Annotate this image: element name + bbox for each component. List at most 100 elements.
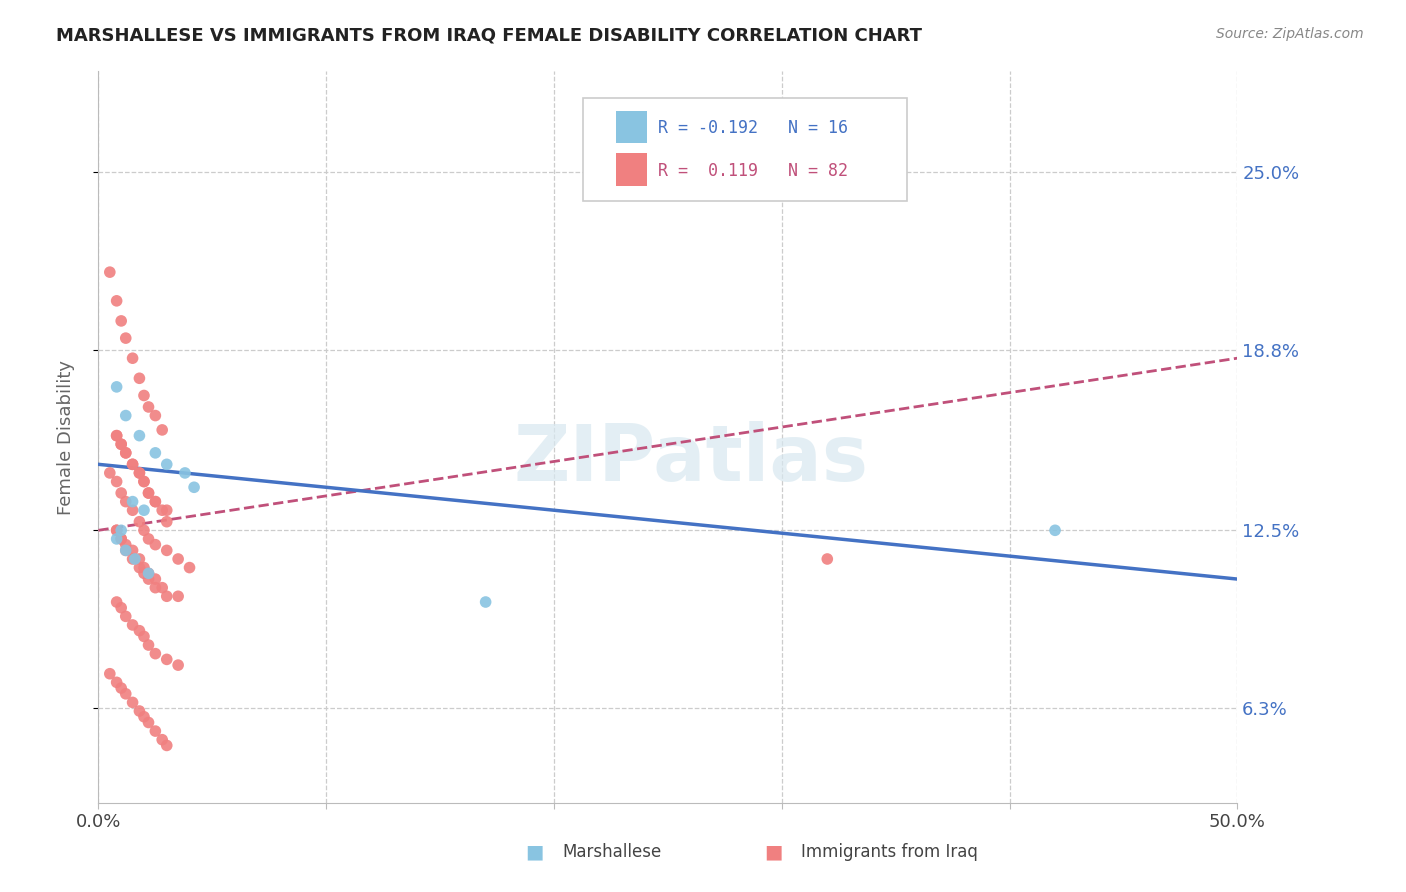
Point (138, 566, 160, 581)
Text: Immigrants from Iraq: Immigrants from Iraq (801, 843, 979, 861)
Point (145, 494, 167, 508)
Point (132, 475, 155, 489)
Point (110, 532, 132, 546)
Point (138, 486, 160, 500)
Point (110, 532, 132, 546)
Point (128, 704, 150, 718)
Point (121, 618, 143, 632)
Point (121, 695, 143, 709)
Text: ■: ■ (763, 842, 783, 862)
Point (128, 552, 150, 566)
Point (110, 437, 132, 451)
Point (156, 589, 179, 603)
Point (138, 532, 160, 546)
Point (114, 543, 136, 558)
Point (128, 466, 150, 480)
Text: R =  0.119   N = 82: R = 0.119 N = 82 (658, 162, 848, 180)
Point (167, 589, 190, 603)
Point (121, 458, 143, 472)
Point (121, 351, 143, 366)
Point (114, 609, 136, 624)
Point (121, 494, 143, 508)
Point (145, 409, 167, 423)
Point (105, 293, 128, 308)
Point (128, 466, 150, 480)
Point (114, 494, 136, 508)
Point (132, 503, 155, 517)
Point (138, 566, 160, 581)
Point (145, 494, 167, 508)
Point (145, 572, 167, 586)
Point (138, 400, 160, 414)
Point (145, 446, 167, 460)
Point (124, 552, 146, 566)
Point (179, 560, 201, 574)
Point (183, 480, 205, 494)
Point (105, 524, 128, 538)
Point (474, 595, 496, 609)
Point (110, 681, 132, 695)
Point (132, 524, 155, 538)
Point (114, 409, 136, 423)
Text: ZIPatlas: ZIPatlas (513, 421, 868, 497)
Point (815, 552, 838, 566)
Point (121, 458, 143, 472)
Point (114, 446, 136, 460)
Point (128, 624, 150, 638)
Point (110, 314, 132, 328)
Point (105, 428, 128, 442)
Point (145, 538, 167, 552)
Point (114, 543, 136, 558)
Point (128, 560, 150, 574)
Point (132, 566, 155, 581)
Text: Source: ZipAtlas.com: Source: ZipAtlas.com (1216, 27, 1364, 41)
Point (121, 552, 143, 566)
Point (138, 715, 160, 730)
Point (156, 515, 179, 529)
Point (114, 687, 136, 701)
Point (150, 732, 173, 747)
Point (1043, 524, 1066, 538)
Point (110, 600, 132, 615)
Point (110, 524, 132, 538)
Point (167, 552, 190, 566)
Point (156, 503, 179, 517)
Point (167, 658, 190, 673)
Point (105, 475, 128, 489)
Point (114, 331, 136, 345)
Point (110, 437, 132, 451)
Point (98, 466, 121, 480)
Point (105, 532, 128, 546)
Point (156, 458, 179, 472)
Point (156, 652, 179, 666)
Point (98, 265, 121, 279)
Point (105, 595, 128, 609)
Point (105, 675, 128, 690)
Point (105, 380, 128, 394)
Point (132, 710, 155, 724)
Point (145, 647, 167, 661)
Point (138, 638, 160, 652)
Point (132, 475, 155, 489)
Text: R = -0.192   N = 16: R = -0.192 N = 16 (658, 119, 848, 136)
Point (114, 538, 136, 552)
Point (138, 486, 160, 500)
Point (132, 629, 155, 643)
Point (156, 543, 179, 558)
Point (110, 486, 132, 500)
Point (145, 581, 167, 595)
Point (121, 503, 143, 517)
Point (128, 371, 150, 385)
Point (114, 446, 136, 460)
Text: ■: ■ (524, 842, 544, 862)
Point (105, 524, 128, 538)
Point (174, 466, 197, 480)
Y-axis label: Female Disability: Female Disability (56, 359, 75, 515)
Point (132, 388, 155, 402)
Point (121, 543, 143, 558)
Text: Marshallese: Marshallese (562, 843, 662, 861)
Point (105, 428, 128, 442)
Point (132, 560, 155, 574)
Point (150, 423, 173, 437)
Point (150, 581, 173, 595)
